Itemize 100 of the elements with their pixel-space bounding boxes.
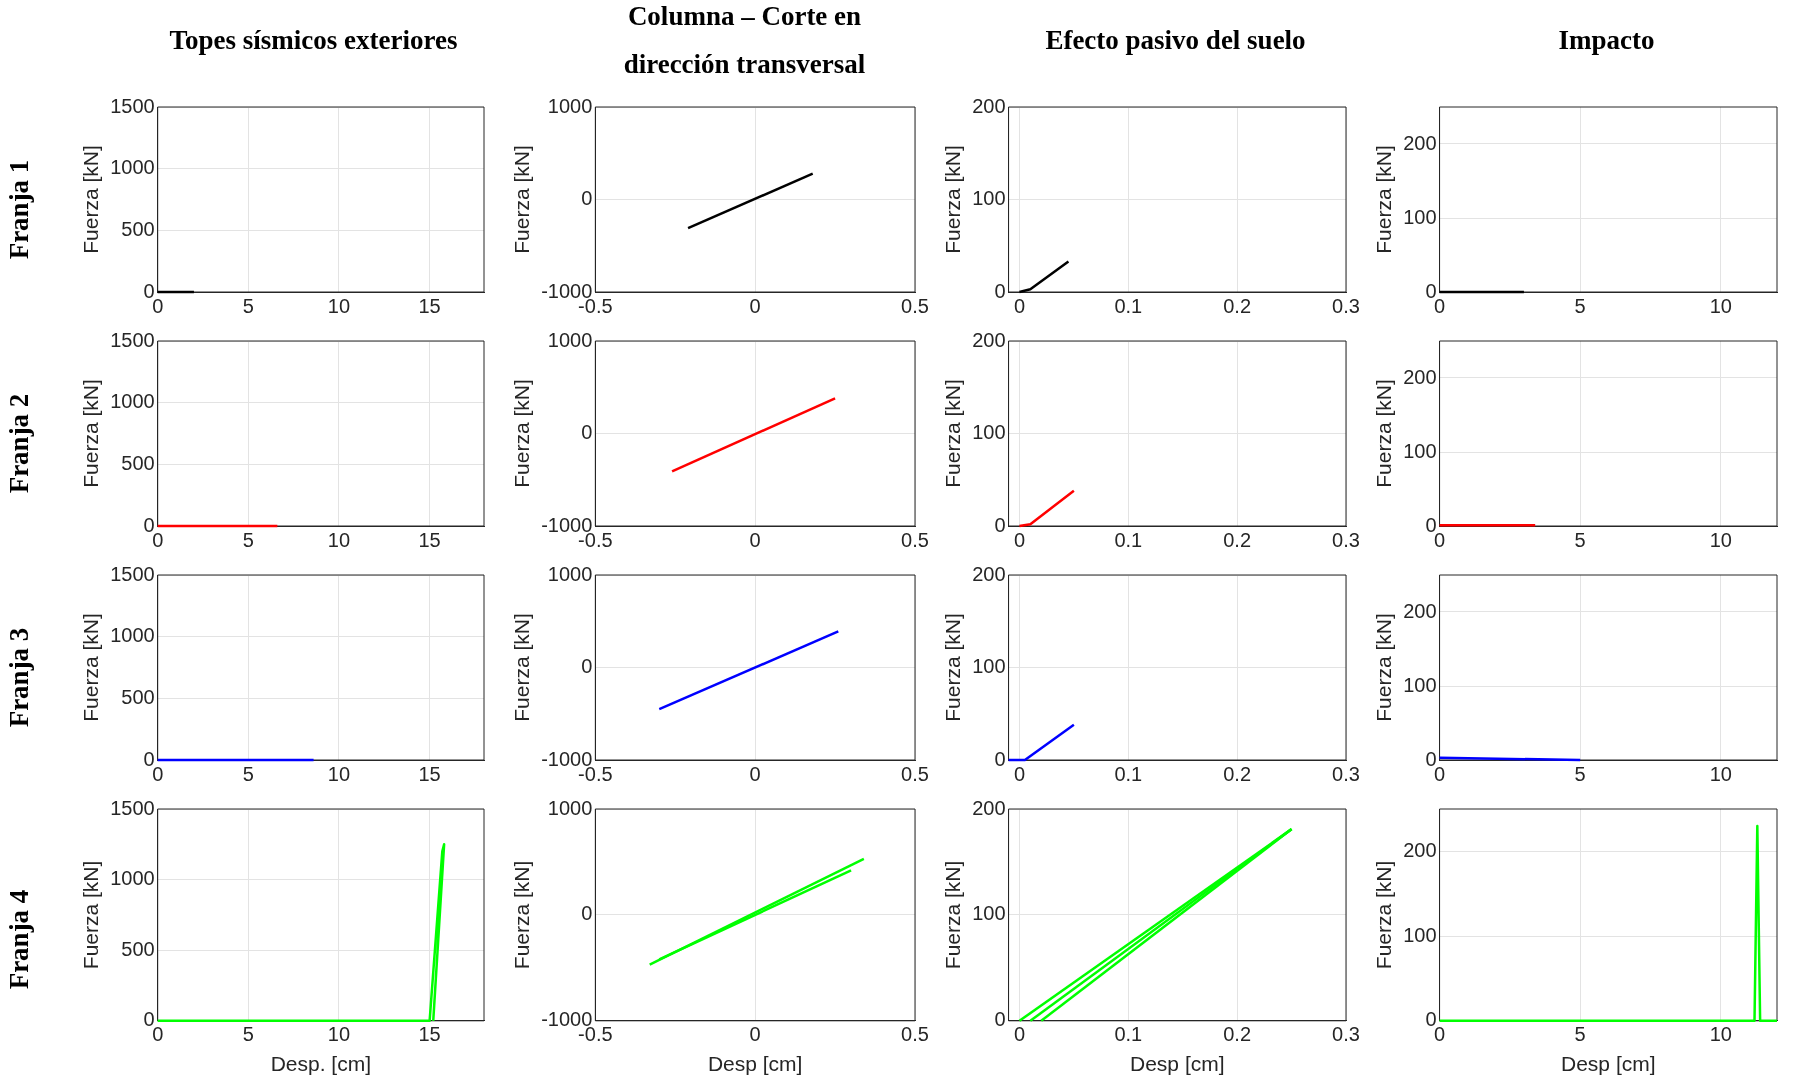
- x-tick-label: 10: [327, 762, 351, 785]
- y-axis-title: Fuerza [kN]: [510, 379, 534, 488]
- x-tick-label: 10: [1709, 294, 1732, 317]
- x-tick-label: 0.2: [1223, 528, 1252, 551]
- y-tick-label: 1500: [110, 94, 155, 117]
- x-tick-label: 0: [749, 528, 761, 551]
- x-tick-label: 5: [1574, 294, 1586, 317]
- x-tick-label: 10: [327, 528, 351, 551]
- y-tick-label: 1000: [547, 328, 593, 351]
- x-tick-label: 5: [242, 294, 254, 317]
- y-tick-label: 1500: [110, 328, 155, 351]
- y-tick-label: 1000: [110, 390, 155, 413]
- y-tick-label: 100: [972, 187, 1006, 210]
- chart-title: Impacto: [1557, 24, 1656, 57]
- y-tick-label: 200: [972, 328, 1006, 351]
- x-tick-label: 10: [1709, 762, 1732, 785]
- y-tick-label: 100: [1403, 923, 1437, 946]
- x-tick-label: 0.2: [1223, 762, 1252, 785]
- x-tick-label: 5: [1574, 1023, 1586, 1046]
- x-tick-label: 5: [1574, 762, 1586, 785]
- y-tick-label: 500: [121, 937, 155, 960]
- y-axis-title: Fuerza [kN]: [79, 145, 103, 254]
- y-axis-title: Fuerza [kN]: [941, 860, 965, 970]
- y-tick-label: 1000: [110, 624, 155, 647]
- y-tick-label: 0: [581, 655, 593, 678]
- x-tick-label: 5: [242, 762, 254, 785]
- y-tick-label: 100: [972, 421, 1006, 444]
- x-tick-label: 5: [1574, 528, 1586, 551]
- y-tick-label: 100: [972, 655, 1006, 678]
- x-tick-label: 0.3: [1332, 762, 1360, 785]
- y-tick-label: 1500: [110, 562, 155, 585]
- y-tick-label: 100: [972, 902, 1006, 925]
- x-tick-label: 5: [242, 528, 254, 551]
- text: Franja 3: [4, 627, 36, 727]
- x-tick-label: 0: [1013, 762, 1026, 785]
- x-axis-title: Desp [cm]: [707, 1052, 803, 1076]
- y-tick-label: 100: [1403, 205, 1437, 228]
- chart-title: Topes sísmicos exteriores: [168, 24, 459, 57]
- y-axis-title: Fuerza [kN]: [1372, 145, 1396, 254]
- y-tick-label: 1000: [110, 156, 155, 179]
- y-tick-label: 100: [1403, 439, 1437, 462]
- y-axis-title: Fuerza [kN]: [1372, 860, 1396, 970]
- y-tick-label: 0: [581, 187, 593, 210]
- y-axis-title: Fuerza [kN]: [941, 613, 965, 722]
- x-tick-label: 0: [1013, 1023, 1026, 1046]
- y-axis-title: Fuerza [kN]: [79, 613, 103, 722]
- y-tick-label: 0: [994, 279, 1006, 302]
- text: Franja 1: [4, 159, 36, 259]
- chart-title: Columna – Corte en dirección transversal: [622, 0, 867, 81]
- x-tick-label: 0: [1013, 294, 1026, 317]
- x-tick-label: 0.1: [1114, 1023, 1143, 1046]
- y-tick-label: 0: [143, 747, 155, 770]
- x-axis-title: Desp [cm]: [1130, 1052, 1225, 1076]
- x-tick-label: 0.5: [901, 528, 929, 551]
- x-tick-label: 0: [1013, 528, 1026, 551]
- x-tick-label: 0.1: [1114, 528, 1143, 551]
- y-tick-label: 1000: [547, 94, 593, 117]
- y-axis-title: Fuerza [kN]: [1372, 613, 1396, 722]
- y-tick-label: 200: [1403, 131, 1437, 154]
- y-tick-label: 100: [1403, 673, 1437, 696]
- y-axis-title: Fuerza [kN]: [941, 379, 965, 488]
- y-axis-title: Fuerza [kN]: [510, 613, 534, 722]
- x-tick-label: 0.3: [1332, 528, 1360, 551]
- y-axis-title: Fuerza [kN]: [941, 145, 965, 254]
- x-tick-label: 0.3: [1332, 294, 1360, 317]
- y-tick-label: 200: [972, 796, 1006, 819]
- x-tick-label: 0.2: [1223, 1023, 1252, 1046]
- y-tick-label: 0: [581, 421, 593, 444]
- y-tick-label: 500: [121, 685, 155, 708]
- y-tick-label: 0: [143, 513, 155, 536]
- y-axis-title: Fuerza [kN]: [510, 860, 534, 970]
- x-tick-label: 15: [418, 1023, 441, 1046]
- x-tick-label: 10: [327, 1023, 351, 1046]
- x-tick-label: 10: [327, 294, 351, 317]
- y-axis-title: Fuerza [kN]: [1372, 379, 1396, 488]
- y-tick-label: 200: [1403, 599, 1437, 622]
- y-tick-label: 1000: [547, 562, 593, 585]
- chart-title: Efecto pasivo del suelo: [1044, 24, 1307, 57]
- y-tick-label: 200: [972, 94, 1006, 117]
- x-tick-label: 0.2: [1223, 294, 1252, 317]
- x-tick-label: 0.5: [901, 762, 929, 785]
- text: Franja 4: [4, 889, 36, 989]
- y-tick-label: 1000: [110, 867, 155, 890]
- y-tick-label: 0: [994, 747, 1006, 770]
- y-tick-label: 0: [994, 1008, 1006, 1031]
- x-tick-label: 0: [749, 294, 761, 317]
- y-tick-label: 200: [1403, 365, 1437, 388]
- x-tick-label: 0.5: [901, 294, 929, 317]
- x-tick-label: 5: [242, 1023, 254, 1046]
- x-tick-label: 15: [418, 294, 441, 317]
- x-axis-title: Desp [cm]: [1561, 1052, 1656, 1076]
- y-tick-label: 1000: [547, 796, 593, 819]
- y-tick-label: 500: [121, 451, 155, 474]
- x-tick-label: 0: [749, 762, 761, 785]
- y-tick-label: 0: [994, 513, 1006, 536]
- y-axis-title: Fuerza [kN]: [510, 145, 534, 254]
- x-tick-label: 15: [418, 762, 441, 785]
- y-tick-label: 200: [972, 562, 1006, 585]
- y-tick-label: 500: [121, 217, 155, 240]
- y-tick-label: 0: [143, 279, 155, 302]
